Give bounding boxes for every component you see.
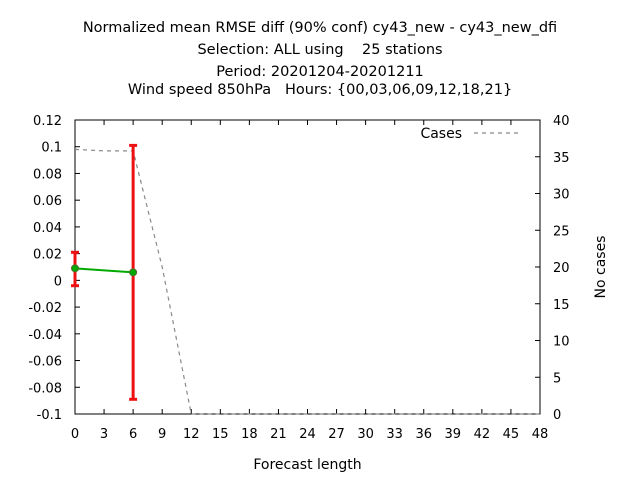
y-tick-label: 0.04 (33, 221, 62, 236)
x-tick-label: 3 (100, 427, 108, 442)
y-tick-label: -0.1 (37, 408, 62, 423)
y2-axis-label: No cases (593, 236, 609, 299)
y-tick-label: -0.06 (28, 355, 62, 370)
y2-tick-label: 25 (553, 224, 570, 239)
x-tick-label: 0 (71, 427, 79, 442)
y-tick-label: 0.12 (33, 114, 62, 129)
y2-tick-label: 5 (553, 371, 561, 386)
y2-tick-label: 40 (553, 114, 570, 129)
x-tick-label: 36 (415, 427, 432, 442)
x-tick-label: 48 (532, 427, 549, 442)
y2-tick-label: 15 (553, 298, 570, 313)
x-tick-label: 42 (474, 427, 491, 442)
x-tick-label: 12 (183, 427, 200, 442)
x-axis-label: Forecast length (253, 457, 361, 473)
title-line-4: Wind speed 850hPa Hours: {00,03,06,09,12… (127, 82, 513, 98)
diff-point (71, 264, 79, 273)
x-tick-label: 33 (386, 427, 403, 442)
y2-tick-label: 0 (553, 408, 561, 423)
y-tick-label: -0.02 (28, 301, 62, 316)
y-tick-label: 0 (54, 274, 62, 289)
x-tick-label: 45 (503, 427, 520, 442)
cases-line (74, 148, 540, 415)
x-tick-label: 18 (241, 427, 258, 442)
legend-label-cases: Cases (420, 126, 462, 142)
y2-tick-label: 20 (553, 261, 570, 276)
title-line-3: Period: 20201204-20201211 (216, 64, 424, 80)
y-tick-label: 0.08 (33, 167, 62, 182)
x-tick-label: 27 (328, 427, 345, 442)
x-tick-label: 39 (445, 427, 462, 442)
title-line-1: Normalized mean RMSE diff (90% conf) cy4… (82, 20, 558, 36)
plot-frame (74, 119, 541, 415)
x-tick-label: 15 (212, 427, 229, 442)
y-tick-label: 0.1 (41, 141, 62, 156)
title-line-2: Selection: ALL using 25 stations (197, 42, 443, 58)
x-tick-label: 6 (129, 427, 137, 442)
y-tick-label: -0.08 (28, 381, 62, 396)
x-tick-label: 30 (357, 427, 374, 442)
y2-tick-label: 30 (553, 188, 570, 203)
y-tick-label: 0.02 (33, 248, 62, 263)
y2-tick-label: 35 (553, 151, 570, 166)
x-tick-label: 24 (299, 427, 316, 442)
x-tick-label: 9 (158, 427, 166, 442)
y2-tick-label: 10 (553, 335, 570, 350)
y-tick-label: 0.06 (33, 194, 62, 209)
diff-point (129, 268, 138, 277)
y-tick-label: -0.04 (28, 328, 62, 343)
diff-line (74, 267, 134, 274)
x-tick-label: 21 (270, 427, 287, 442)
